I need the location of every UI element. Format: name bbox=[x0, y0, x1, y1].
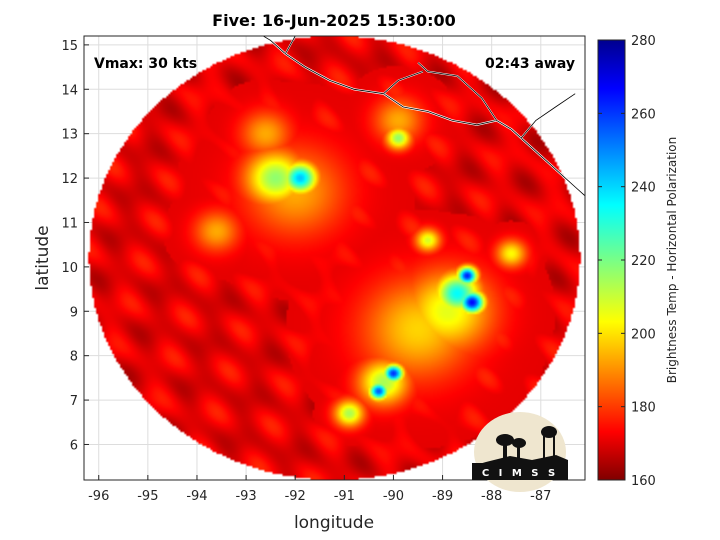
y-tick-label: 8 bbox=[70, 350, 78, 365]
brightness-temp-swath bbox=[84, 36, 585, 480]
coastline bbox=[261, 36, 585, 197]
y-tick-label: 13 bbox=[61, 128, 78, 143]
y-tick-label: 15 bbox=[61, 39, 78, 54]
colorbar-tick-label: 280 bbox=[631, 34, 656, 49]
colorbar-tick-label: 260 bbox=[631, 107, 656, 122]
colorbar-tick-label: 180 bbox=[631, 401, 656, 416]
x-tick-label: -96 bbox=[88, 489, 109, 504]
y-tick-label: 6 bbox=[70, 438, 78, 453]
colorbar-tick-label: 240 bbox=[631, 181, 656, 196]
colorbar-tick-label: 160 bbox=[631, 474, 656, 489]
x-tick-label: -88 bbox=[481, 489, 502, 504]
x-tick-label: -95 bbox=[137, 489, 158, 504]
border-line-black bbox=[285, 36, 296, 54]
x-tick-label: -93 bbox=[235, 489, 256, 504]
y-tick-label: 10 bbox=[61, 261, 78, 276]
coastline-black bbox=[262, 36, 585, 197]
time-away-label: 02:43 away bbox=[485, 56, 575, 72]
x-axis-label: longitude bbox=[294, 513, 374, 533]
y-axis-ticks: 6 7 8 9 10 11 12 13 14 15 bbox=[61, 39, 89, 453]
chart-title: Five: 16-Jun-2025 15:30:00 bbox=[212, 11, 456, 30]
colorbar-ticks: 160 180 200 220 240 260 280 bbox=[598, 34, 656, 489]
x-tick-label: -87 bbox=[530, 489, 551, 504]
border-line-black bbox=[417, 62, 497, 121]
y-axis-label: latitude bbox=[33, 225, 53, 290]
vmax-label: Vmax: 30 kts bbox=[94, 56, 197, 72]
plot-frame bbox=[83, 35, 586, 481]
x-tick-label: -94 bbox=[186, 489, 207, 504]
border-line-black bbox=[383, 71, 424, 94]
y-tick-label: 9 bbox=[70, 305, 78, 320]
colorbar bbox=[597, 39, 626, 481]
border-line-black bbox=[520, 93, 576, 139]
x-tick-label: -89 bbox=[432, 489, 453, 504]
y-tick-label: 12 bbox=[61, 172, 78, 187]
colorbar-tick-label: 220 bbox=[631, 254, 656, 269]
x-tick-label: -90 bbox=[383, 489, 404, 504]
x-tick-label: -92 bbox=[285, 489, 306, 504]
y-tick-label: 11 bbox=[61, 216, 78, 231]
cimss-logo: C I M S S bbox=[472, 412, 568, 492]
x-axis-ticks: -96 -95 -94 -93 -92 -91 -90 -89 -88 -87 bbox=[88, 475, 551, 504]
satellite-dish-icon bbox=[496, 434, 514, 446]
x-tick-label: -91 bbox=[334, 489, 355, 504]
colorbar-label: Brightness Temp - Horizontal Polarizatio… bbox=[665, 137, 679, 384]
colorbar-tick-label: 200 bbox=[631, 327, 656, 342]
y-tick-label: 14 bbox=[61, 83, 78, 98]
water-tower-icon bbox=[541, 426, 557, 438]
y-tick-label: 7 bbox=[70, 394, 78, 409]
logo-text: C I M S S bbox=[482, 468, 558, 479]
